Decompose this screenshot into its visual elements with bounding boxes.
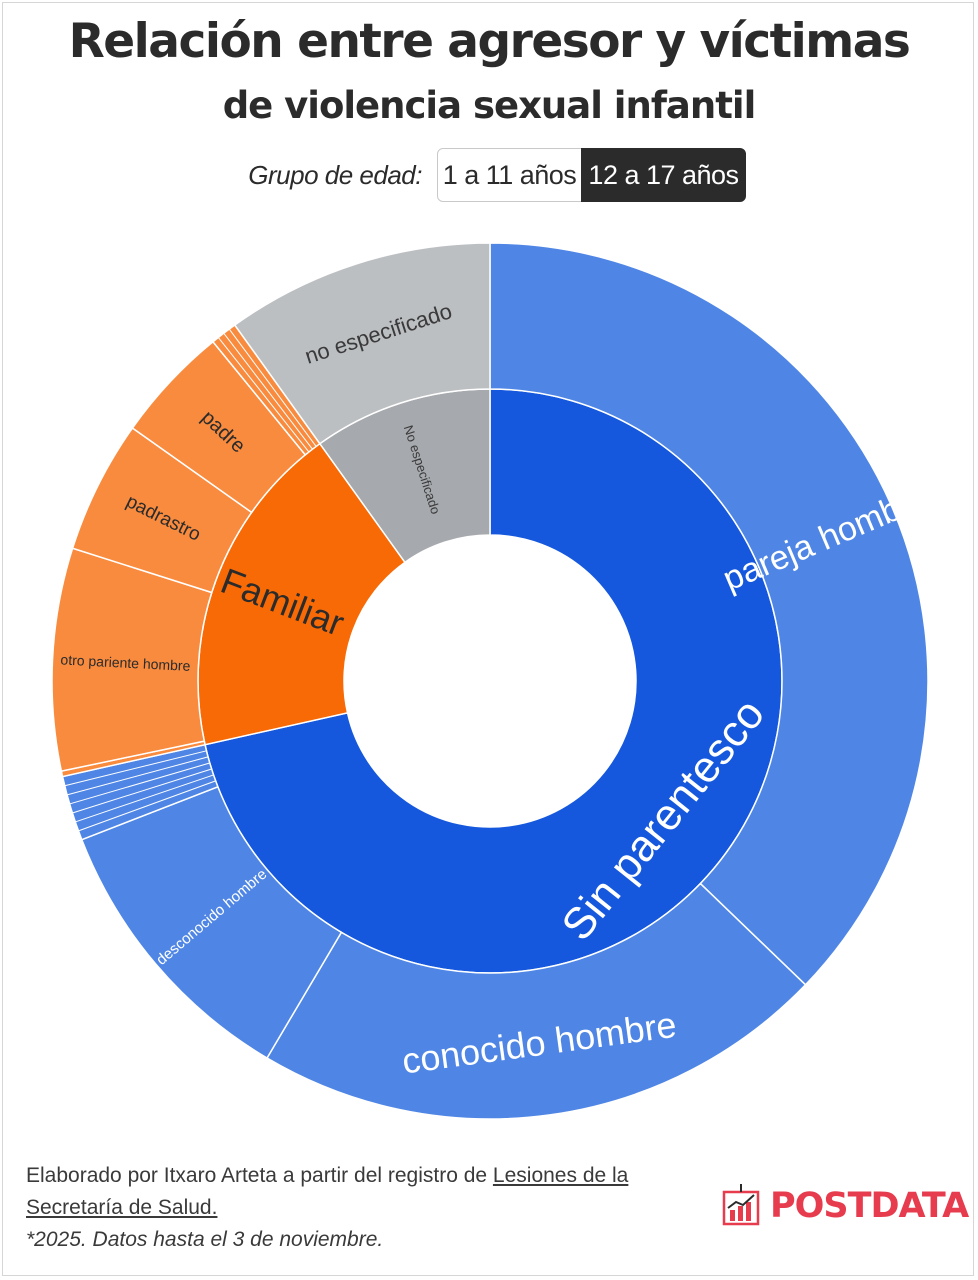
- minor-sin-parentesco-divider: [64, 750, 207, 787]
- minor-familiar-divider: [228, 328, 317, 447]
- footer-note: *2025. Datos hasta el 3 de noviembre.: [26, 1228, 384, 1251]
- postdata-logo: POSTDATA: [722, 1184, 969, 1228]
- chart-title: Relación entre agresor y víctimas: [68, 14, 911, 69]
- outer-segment-no-especificado[interactable]: [233, 242, 491, 445]
- age-option-12-17[interactable]: 12 a 17 años: [581, 148, 746, 202]
- age-group-selector: Grupo de edad: 1 a 11 años 12 a 17 años: [0, 148, 978, 204]
- minor-sin-parentesco-divider: [69, 762, 210, 805]
- age-group-label: Grupo de edad:: [248, 160, 422, 190]
- footer-credit: Elaborado por Itxaro Arteta a partir del…: [26, 1160, 706, 1224]
- logo-text: POSTDATA: [770, 1186, 969, 1226]
- minor-sin-parentesco-divider: [78, 780, 216, 832]
- minor-sin-parentesco-divider: [66, 756, 209, 796]
- logo-chart-icon: [722, 1184, 760, 1226]
- minor-sin-parentesco-divider: [72, 768, 212, 814]
- minor-familiar-divider: [223, 332, 313, 450]
- minor-familiar-divider: [217, 337, 310, 453]
- label-otro-pariente-hombre: otro pariente hombre: [60, 651, 191, 674]
- footer: Elaborado por Itxaro Arteta a partir del…: [26, 1160, 706, 1256]
- footer-credit-text: Elaborado por Itxaro Arteta a partir del…: [26, 1164, 493, 1187]
- outer-segment-pareja-hombre[interactable]: [489, 242, 929, 986]
- minor-sin-parentesco-divider: [75, 774, 214, 823]
- footer-source-link[interactable]: Lesiones de la Secretaría de Salud.: [26, 1164, 629, 1219]
- outer-segment-conocido-hombre[interactable]: [266, 882, 807, 1120]
- age-option-1-11[interactable]: 1 a 11 años: [437, 148, 582, 202]
- chart-subtitle: de violencia sexual infantil: [222, 84, 757, 127]
